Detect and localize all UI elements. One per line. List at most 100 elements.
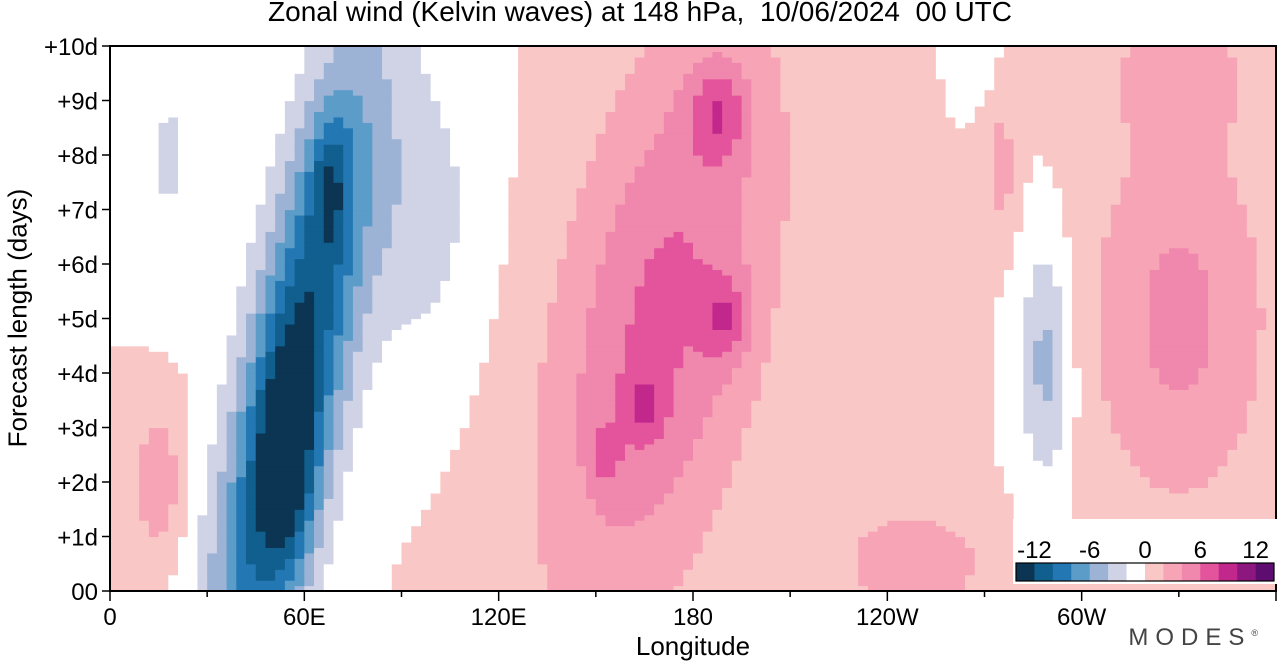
heatmap-cell xyxy=(284,62,296,69)
heatmap-cell xyxy=(246,105,257,112)
heatmap-cell xyxy=(265,307,276,314)
heatmap-cell xyxy=(314,487,325,494)
heatmap-cell xyxy=(216,89,228,96)
heatmap-cell xyxy=(420,105,432,112)
heatmap-cell xyxy=(304,476,315,483)
heatmap-cell xyxy=(178,541,189,548)
heatmap-cell xyxy=(576,62,587,69)
heatmap-cell xyxy=(323,51,335,58)
heatmap-cell xyxy=(488,122,500,129)
heatmap-cell xyxy=(158,585,169,591)
heatmap-cell xyxy=(459,84,471,91)
heatmap-cell xyxy=(566,296,577,303)
heatmap-cell xyxy=(304,563,315,570)
heatmap-cell xyxy=(401,236,412,243)
heatmap-cell xyxy=(187,116,199,123)
heatmap-cell xyxy=(343,313,354,320)
heatmap-cell xyxy=(216,138,228,145)
heatmap-cell xyxy=(304,51,315,58)
heatmap-cell xyxy=(420,427,432,434)
heatmap-cell xyxy=(518,547,529,554)
heatmap-cell xyxy=(255,525,267,532)
heatmap-cell xyxy=(479,465,490,472)
heatmap-cell xyxy=(265,100,276,107)
heatmap-cell xyxy=(547,127,558,134)
heatmap-cell xyxy=(129,105,140,112)
heatmap-cell xyxy=(547,302,558,309)
heatmap-cell xyxy=(537,149,548,156)
heatmap-cell xyxy=(586,531,597,538)
heatmap-cell xyxy=(352,432,364,439)
heatmap-cell xyxy=(430,291,441,298)
heatmap-cell xyxy=(178,465,189,472)
heatmap-cell xyxy=(129,345,140,352)
heatmap-cell xyxy=(294,520,305,527)
heatmap-cell xyxy=(430,443,441,450)
heatmap-cell xyxy=(139,171,150,178)
heatmap-cell xyxy=(430,313,441,320)
heatmap-cell xyxy=(110,552,121,559)
heatmap-cell xyxy=(314,231,325,238)
heatmap-cell xyxy=(362,318,373,325)
heatmap-cell xyxy=(391,253,403,260)
heatmap-cell xyxy=(323,231,335,238)
heatmap-cell xyxy=(566,498,577,505)
heatmap-cell xyxy=(343,569,354,576)
heatmap-cell xyxy=(527,541,539,548)
heatmap-cell xyxy=(294,492,305,499)
heatmap-cell xyxy=(226,127,237,134)
heatmap-cell xyxy=(314,155,325,162)
heatmap-cell xyxy=(411,111,422,118)
heatmap-cell xyxy=(158,231,169,238)
heatmap-cell xyxy=(314,367,325,374)
heatmap-cell xyxy=(401,242,412,249)
heatmap-cell xyxy=(323,84,335,91)
heatmap-cell xyxy=(129,574,140,581)
heatmap-cell xyxy=(479,253,490,260)
heatmap-cell xyxy=(246,514,257,521)
heatmap-cell xyxy=(187,465,199,472)
heatmap-cell xyxy=(527,356,539,363)
heatmap-cell xyxy=(129,193,140,200)
heatmap-cell xyxy=(119,62,131,69)
heatmap-cell xyxy=(469,585,480,591)
heatmap-cell xyxy=(527,78,539,85)
heatmap-cell xyxy=(527,569,539,576)
heatmap-cell xyxy=(518,558,529,565)
heatmap-cell xyxy=(197,531,208,538)
heatmap-cell xyxy=(518,585,529,591)
heatmap-cell xyxy=(547,558,558,565)
heatmap-cell xyxy=(255,400,267,407)
heatmap-cell xyxy=(382,345,393,352)
heatmap-cell xyxy=(197,351,208,358)
heatmap-cell xyxy=(226,89,237,96)
heatmap-cell xyxy=(576,329,587,336)
heatmap-cell xyxy=(187,367,199,374)
heatmap-cell xyxy=(343,253,354,260)
heatmap-cell xyxy=(119,547,131,554)
heatmap-cell xyxy=(372,51,383,58)
heatmap-cell xyxy=(129,427,140,434)
heatmap-cell xyxy=(498,443,509,450)
heatmap-cell xyxy=(148,111,160,118)
heatmap-cell xyxy=(187,193,199,200)
heatmap-cell xyxy=(391,558,403,565)
heatmap-cell xyxy=(508,574,519,581)
heatmap-cell xyxy=(459,51,471,58)
heatmap-cell xyxy=(246,411,257,418)
heatmap-cell xyxy=(430,105,441,112)
heatmap-cell xyxy=(391,78,403,85)
heatmap-cell xyxy=(148,482,160,489)
heatmap-cell xyxy=(411,541,422,548)
heatmap-cell xyxy=(333,269,344,276)
heatmap-cell xyxy=(304,340,315,347)
heatmap-cell xyxy=(236,225,247,232)
heatmap-cell xyxy=(197,127,208,134)
heatmap-cell xyxy=(265,487,276,494)
heatmap-cell xyxy=(352,487,364,494)
heatmap-cell xyxy=(498,78,509,85)
heatmap-cell xyxy=(119,105,131,112)
heatmap-cell xyxy=(382,569,393,576)
heatmap-cell xyxy=(537,187,548,194)
heatmap-cell xyxy=(576,138,587,145)
